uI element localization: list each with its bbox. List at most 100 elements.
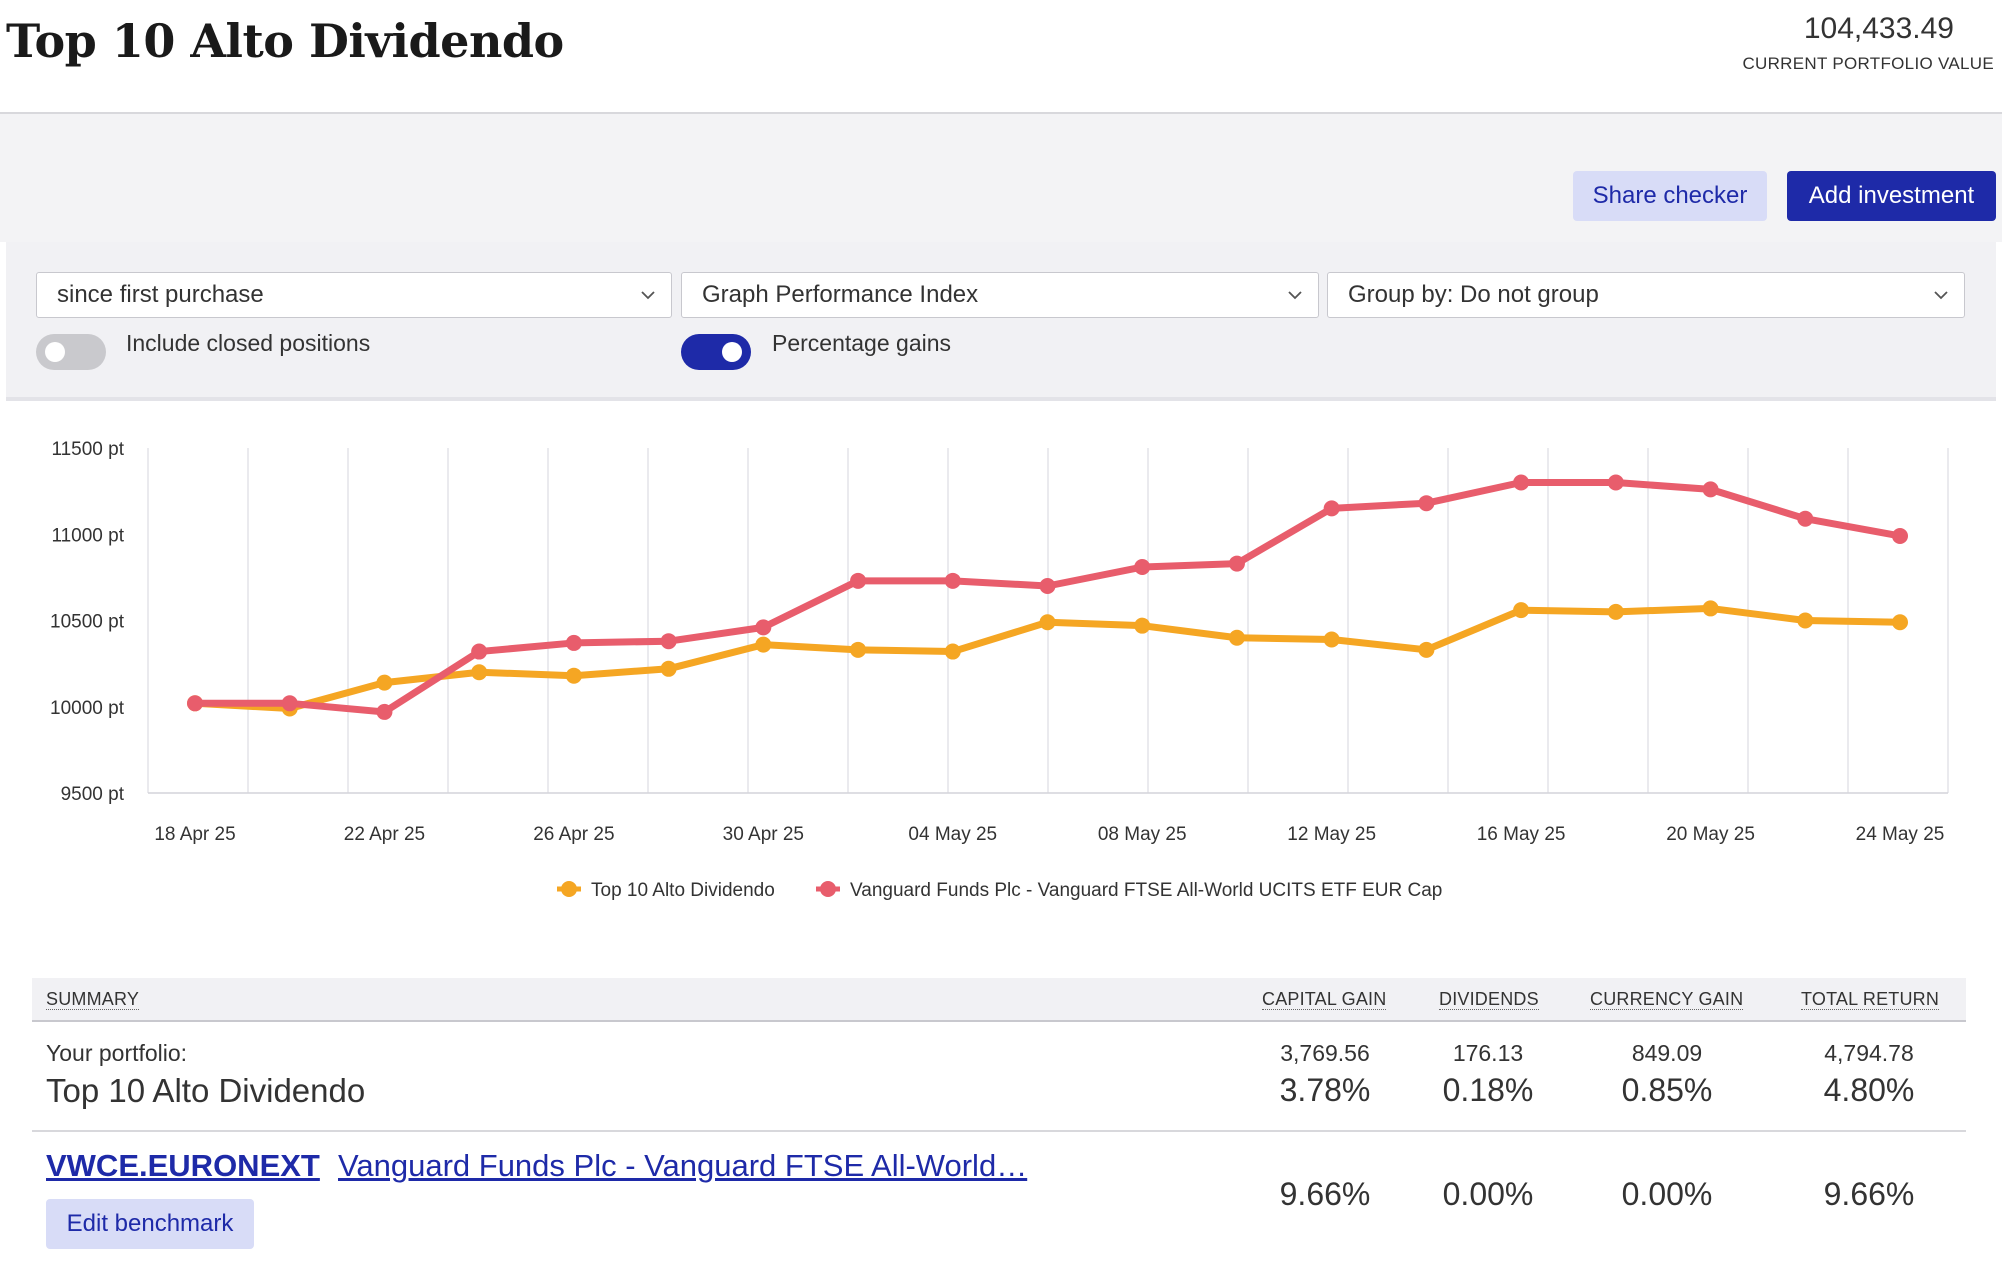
x-tick-label: 12 May 25 xyxy=(1287,824,1376,845)
chevron-down-icon xyxy=(1288,291,1302,300)
data-point xyxy=(1418,495,1435,512)
data-point xyxy=(660,633,677,650)
benchmark-total-return-pct: 9.66% xyxy=(1823,1176,1915,1212)
x-tick-label: 24 May 25 xyxy=(1856,824,1945,845)
x-tick-label: 04 May 25 xyxy=(908,824,997,845)
row-divider xyxy=(32,1130,1966,1132)
data-point xyxy=(1134,559,1151,576)
portfolio-value-label: CURRENT PORTFOLIO VALUE xyxy=(1742,54,1994,73)
x-tick-label: 26 Apr 25 xyxy=(533,824,614,845)
page-title: Top 10 Alto Dividendo xyxy=(6,14,564,68)
data-point xyxy=(1039,614,1056,631)
x-tick-label: 18 Apr 25 xyxy=(154,824,235,845)
dividends-pct: 0.18% xyxy=(1442,1072,1534,1108)
toggle-knob xyxy=(722,342,742,362)
data-point xyxy=(755,619,772,636)
benchmark-currency-gain-pct: 0.00% xyxy=(1621,1176,1713,1212)
data-point xyxy=(1418,641,1435,658)
legend-label: Top 10 Alto Dividendo xyxy=(591,880,775,901)
portfolio-value: 104,433.49 xyxy=(1803,12,1954,45)
data-point xyxy=(1607,474,1624,491)
y-tick-label: 11500 pt xyxy=(51,439,124,460)
legend-label: Vanguard Funds Plc - Vanguard FTSE All-W… xyxy=(850,880,1442,901)
currency-gain-abs: 849.09 xyxy=(1631,1040,1703,1066)
add-investment-button[interactable]: Add investment xyxy=(1787,171,1996,221)
group-select-value: Group by: Do not group xyxy=(1348,281,1599,308)
x-tick-label: 30 Apr 25 xyxy=(723,824,804,845)
legend-swatch xyxy=(561,881,577,897)
y-axis-ticks: 11500 pt 11000 pt 10500 pt 10000 pt 9500 pt xyxy=(50,439,125,805)
total-return-pct: 4.80% xyxy=(1823,1072,1915,1108)
graph-select-value: Graph Performance Index xyxy=(702,281,979,308)
page-header: Top 10 Alto Dividendo 104,433.49 CURRENT… xyxy=(0,0,2002,114)
y-tick-label: 9500 pt xyxy=(61,784,125,805)
header-summary[interactable]: SUMMARY xyxy=(46,989,140,1010)
data-point xyxy=(1892,614,1908,631)
data-point xyxy=(850,641,867,658)
data-point xyxy=(471,643,488,660)
data-point xyxy=(1323,500,1340,517)
benchmark-ticker-link[interactable]: VWCE.EURONEXT xyxy=(46,1148,320,1183)
x-tick-label: 22 Apr 25 xyxy=(344,824,425,845)
data-point xyxy=(1797,612,1814,629)
portfolio-row-name: Top 10 Alto Dividendo xyxy=(46,1072,366,1109)
data-point xyxy=(376,674,393,691)
chart-controls: since first purchase Graph Performance I… xyxy=(6,242,1996,401)
header-currency-gain[interactable]: CURRENCY GAIN xyxy=(1590,989,1744,1010)
total-return-abs: 4,794.78 xyxy=(1824,1040,1914,1066)
data-point xyxy=(1228,555,1245,572)
y-tick-label: 11000 pt xyxy=(51,525,124,546)
data-point xyxy=(944,572,961,589)
header-total-return[interactable]: TOTAL RETURN xyxy=(1801,989,1940,1010)
data-point xyxy=(281,695,298,712)
data-point xyxy=(1702,600,1719,617)
data-point xyxy=(1039,578,1056,594)
data-point xyxy=(755,636,772,653)
currency-gain-pct: 0.85% xyxy=(1621,1072,1713,1108)
share-checker-button[interactable]: Share checker xyxy=(1573,171,1767,221)
data-point xyxy=(1892,527,1908,544)
graph-select[interactable]: Graph Performance Index xyxy=(681,272,1319,318)
edit-benchmark-button[interactable]: Edit benchmark xyxy=(46,1199,254,1249)
data-point xyxy=(1797,510,1814,527)
x-tick-label: 08 May 25 xyxy=(1098,824,1187,845)
data-point xyxy=(850,572,867,589)
dividends-abs: 176.13 xyxy=(1452,1040,1524,1066)
data-point xyxy=(1134,617,1151,634)
capital-gain-abs: 3,769.56 xyxy=(1280,1040,1370,1066)
percentage-gains-toggle[interactable] xyxy=(681,334,751,370)
include-closed-label: Include closed positions xyxy=(126,330,371,356)
data-point xyxy=(1513,474,1530,491)
benchmark-capital-gain-pct: 9.66% xyxy=(1279,1176,1371,1212)
include-closed-toggle[interactable] xyxy=(36,334,106,370)
data-point xyxy=(1607,603,1624,620)
x-tick-label: 20 May 25 xyxy=(1666,824,1755,845)
data-point xyxy=(471,664,488,681)
portfolio-row-label: Your portfolio: xyxy=(46,1040,188,1066)
x-axis-ticks: 18 Apr 25 22 Apr 25 26 Apr 25 30 Apr 25 04 M… xyxy=(154,824,1944,845)
chevron-down-icon xyxy=(641,291,655,300)
period-select[interactable]: since first purchase xyxy=(36,272,672,318)
benchmark-name-link[interactable]: Vanguard Funds Plc - Vanguard FTSE All-W… xyxy=(338,1148,1028,1183)
data-point xyxy=(1228,629,1245,646)
data-point xyxy=(565,634,582,651)
toggle-knob xyxy=(45,342,65,362)
chevron-down-icon xyxy=(1934,291,1948,300)
data-point xyxy=(660,660,677,677)
capital-gain-pct: 3.78% xyxy=(1279,1072,1371,1108)
chart-legend: Top 10 Alto Dividendo Vanguard Funds Plc … xyxy=(557,880,1442,901)
header-dividends[interactable]: DIVIDENDS xyxy=(1439,989,1539,1010)
period-select-value: since first purchase xyxy=(57,281,264,308)
percentage-gains-label: Percentage gains xyxy=(772,330,952,356)
summary-header-row: SUMMARY CAPITAL GAIN DIVIDENDS CURRENCY … xyxy=(32,978,1966,1022)
data-point xyxy=(1323,631,1340,648)
legend-swatch xyxy=(820,881,836,897)
y-tick-label: 10500 pt xyxy=(50,612,125,633)
data-point xyxy=(187,695,203,712)
y-tick-label: 10000 pt xyxy=(50,698,125,719)
group-select[interactable]: Group by: Do not group xyxy=(1327,272,1965,318)
header-capital-gain[interactable]: CAPITAL GAIN xyxy=(1262,989,1387,1010)
data-point xyxy=(376,703,393,720)
benchmark-dividends-pct: 0.00% xyxy=(1442,1176,1534,1212)
